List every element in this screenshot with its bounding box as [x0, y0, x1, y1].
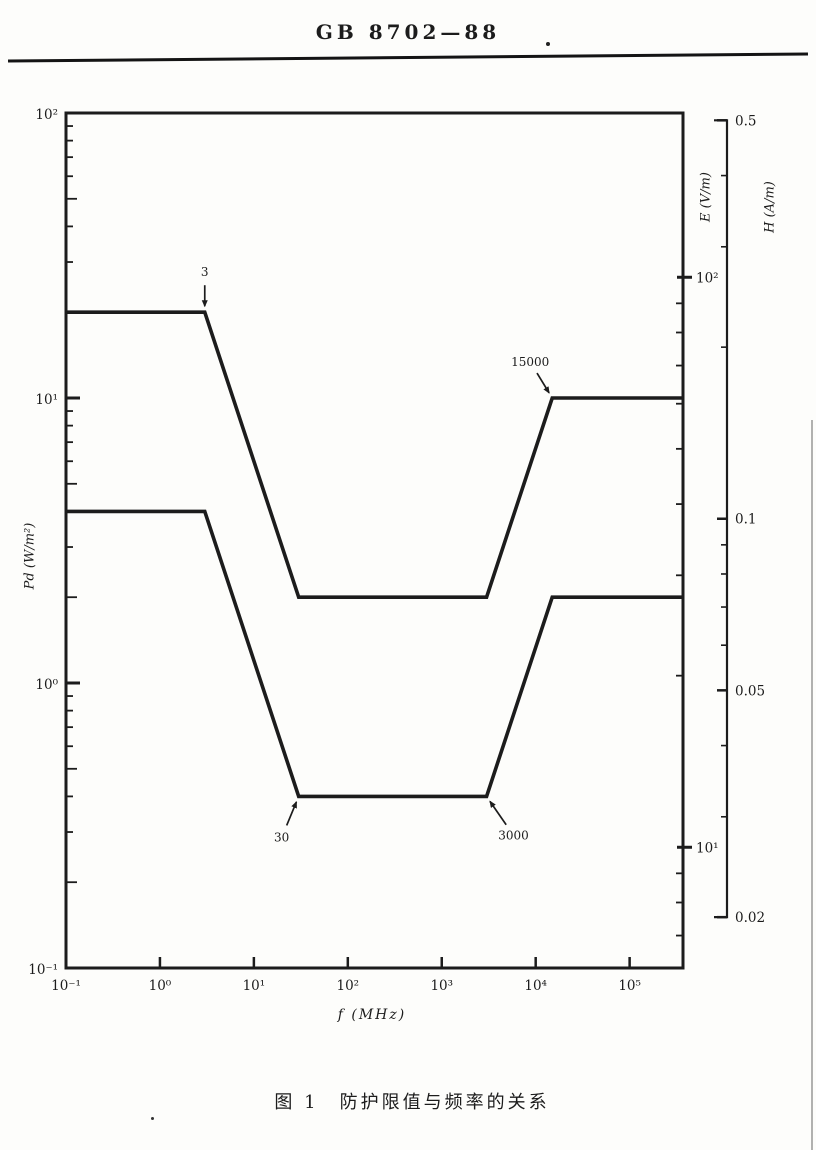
annotation-arrow — [489, 800, 507, 826]
y-axis-label-pd: Pd (W/m²) — [22, 522, 38, 590]
e-tick-label: 10¹ — [696, 840, 719, 856]
page-header: GB 8702—88 — [0, 20, 816, 44]
pd-tick-label: 10⁻¹ — [28, 962, 58, 978]
f-tick-label: 10³ — [430, 978, 453, 994]
scan-artifact-dot — [546, 42, 550, 46]
f-tick-label: 10¹ — [243, 978, 266, 994]
f-tick-label: 10⁻¹ — [51, 978, 81, 994]
lower-limit-curve — [66, 509, 683, 799]
f-tick-label: 10⁰ — [149, 978, 172, 994]
e-tick-label: 10² — [696, 270, 719, 286]
f-tick-label: 10⁴ — [524, 978, 547, 994]
annotation-arrow — [285, 801, 298, 826]
h-tick-label: 0.1 — [735, 512, 756, 528]
annotation-label-3: 3 — [201, 265, 209, 279]
annotation-arrow — [536, 372, 550, 394]
f-tick-label: 10² — [337, 978, 360, 994]
annotation-label-30: 30 — [274, 830, 289, 844]
plot-frame — [64, 111, 685, 970]
f-tick-label: 10⁵ — [618, 978, 641, 994]
standard-number: GB 8702—88 — [315, 20, 501, 44]
pd-tick-label: 10² — [35, 107, 58, 123]
scan-artifact-dot — [151, 1117, 154, 1120]
figure-caption: 图 1 防护限值与频率的关系 — [274, 1092, 550, 1113]
scan-artifact-edge — [811, 420, 813, 1150]
h-tick-label: 0.02 — [735, 910, 765, 926]
annotation-label-15000: 15000 — [511, 355, 549, 369]
annotation-label-3000: 3000 — [498, 828, 529, 842]
y-axis-label-e: E (V/m) — [698, 172, 714, 222]
h-tick-label: 0.5 — [735, 113, 756, 129]
pd-tick-label: 10⁰ — [35, 677, 58, 693]
upper-limit-curve — [66, 310, 683, 600]
pd-tick-label: 10¹ — [35, 392, 58, 408]
y-axis-label-h: H (A/m) — [762, 181, 778, 233]
x-axis-label: f (MHz) — [337, 1007, 407, 1023]
h-tick-label: 0.05 — [735, 683, 765, 699]
